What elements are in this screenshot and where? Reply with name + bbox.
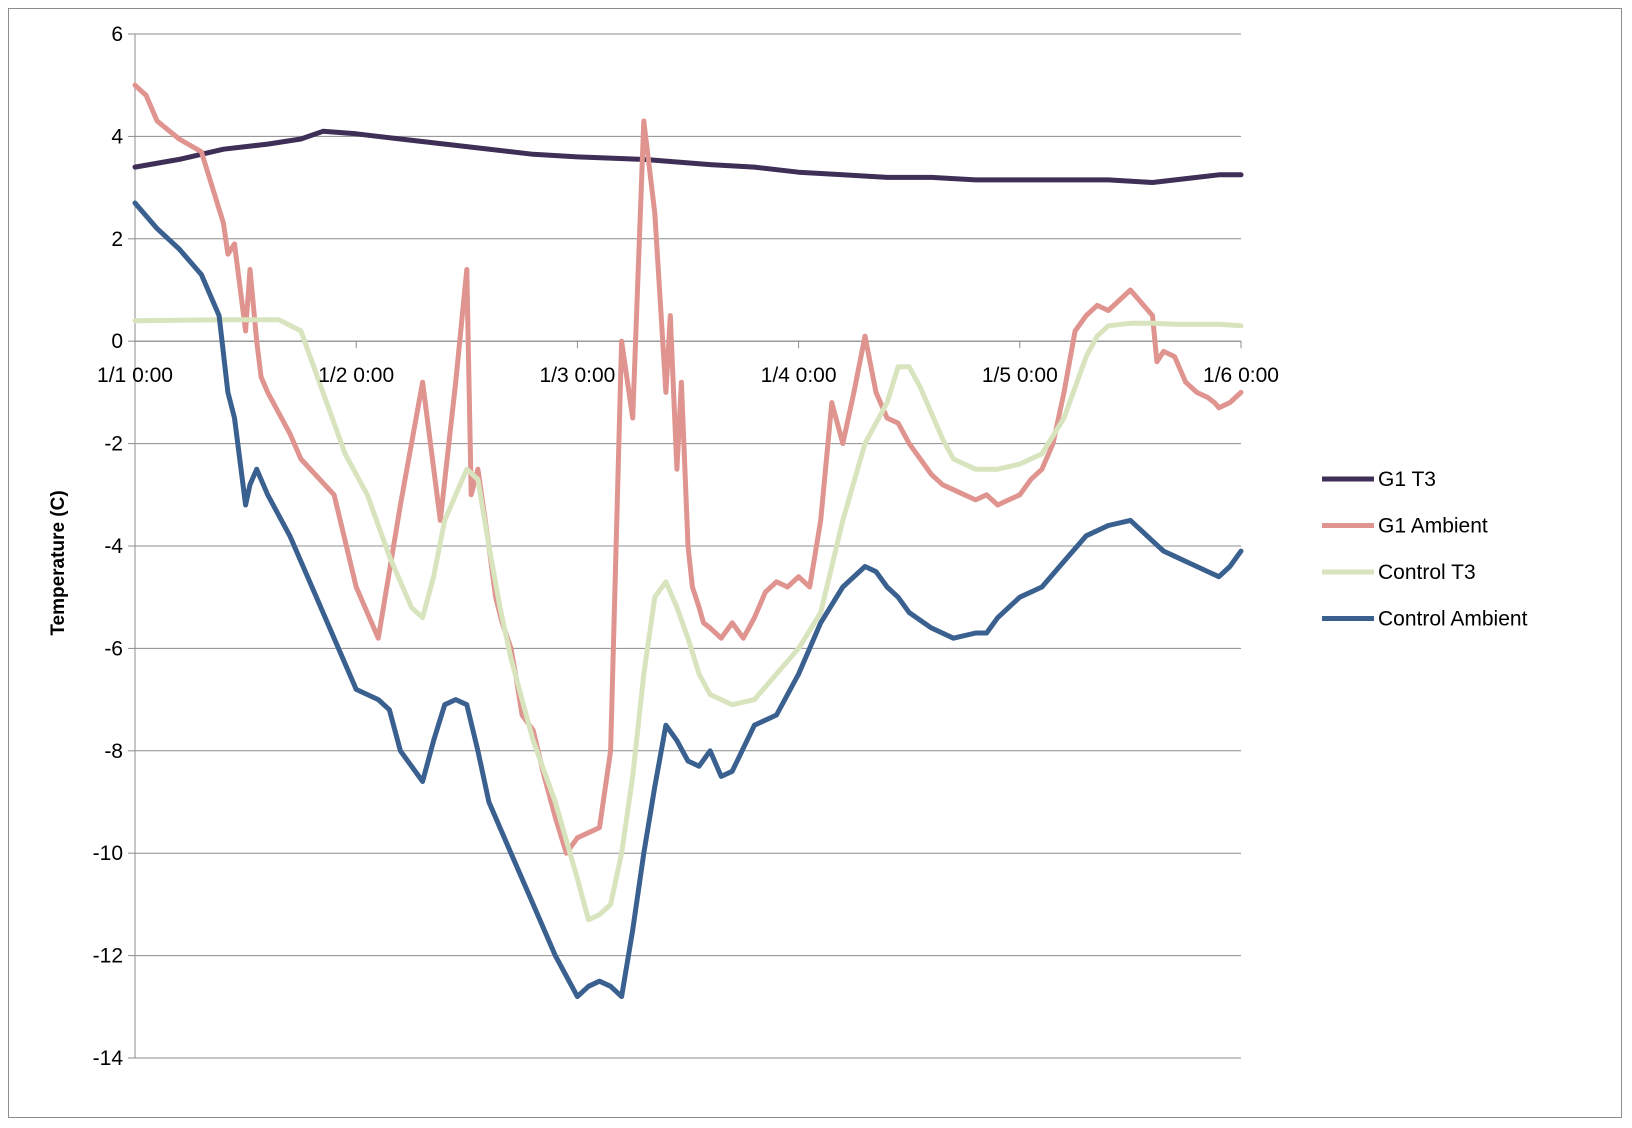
chart-frame: 6 4 2 0 -2 -4 -6 -8 -10 -12 -14 1/1 0:00 1/2 0:00 1/3… <box>8 8 1622 1118</box>
y-tick-label: -4 <box>104 535 123 558</box>
series-line-control-ambient <box>132 200 1244 1000</box>
y-axis-title: Temperature (C) <box>48 490 69 635</box>
y-tick-label: -8 <box>104 740 123 763</box>
legend-entry: Control Ambient <box>1322 608 1528 631</box>
x-tick-label: 1/4 0:00 <box>761 364 837 387</box>
y-tick-label: 4 <box>111 125 123 148</box>
y-tick-label: 6 <box>111 23 123 46</box>
x-tick-label: 1/5 0:00 <box>982 364 1058 387</box>
y-tick-label: -6 <box>104 637 123 660</box>
x-tick-label: 1/6 0:00 <box>1203 364 1279 387</box>
series-lines <box>132 82 1244 1000</box>
x-tick-label: 1/3 0:00 <box>539 364 615 387</box>
y-tick-label: -10 <box>93 842 123 865</box>
y-tick-label: 0 <box>111 330 123 353</box>
x-tick-label: 1/2 0:00 <box>318 364 394 387</box>
legend-label: Control T3 <box>1378 561 1476 584</box>
legend-label: G1 T3 <box>1378 468 1436 491</box>
legend-label: G1 Ambient <box>1378 515 1488 538</box>
y-tick-label: -14 <box>93 1047 124 1070</box>
series-line-control-t3 <box>132 317 1244 923</box>
legend-entry: G1 T3 <box>1322 468 1436 491</box>
line-chart: 6 4 2 0 -2 -4 -6 -8 -10 -12 -14 1/1 0:00 1/2 0:00 1/3… <box>48 23 1528 1070</box>
legend-entry: G1 Ambient <box>1322 515 1488 538</box>
legend: G1 T3 G1 Ambient Control T3 Control Ambient <box>1322 468 1528 631</box>
tick-labels: 6 4 2 0 -2 -4 -6 -8 -10 -12 -14 1/1 0:00 1/2 0:00 1/3… <box>93 23 1279 1070</box>
legend-entry: Control T3 <box>1322 561 1476 584</box>
series-line-g1-ambient <box>132 82 1244 856</box>
series-line-g1-t3 <box>132 128 1244 185</box>
y-tick-label: -12 <box>93 945 123 968</box>
x-tick-label: 1/1 0:00 <box>97 364 173 387</box>
y-tick-label: -2 <box>104 433 123 456</box>
y-tick-label: 2 <box>111 228 123 251</box>
legend-label: Control Ambient <box>1378 608 1528 631</box>
